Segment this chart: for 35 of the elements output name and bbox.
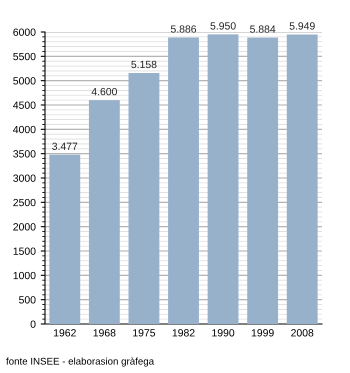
x-tick-label: 1982 — [172, 329, 195, 337]
y-tick-label: 1500 — [14, 248, 36, 255]
x-tick-label: 2008 — [291, 329, 314, 337]
y-tick-label: 3500 — [13, 150, 36, 158]
x-tick-label: 1990 — [212, 329, 234, 337]
bar — [168, 38, 199, 324]
y-tick-label: 500 — [19, 296, 36, 304]
y-tick-label: 0 — [30, 320, 36, 328]
data-label: 5.158 — [131, 60, 157, 68]
y-tick-label: 2000 — [13, 223, 36, 231]
source-note: fonte INSEE - elaborasion gràfega — [6, 357, 154, 367]
bar — [247, 38, 278, 324]
x-tick-label: 1999 — [252, 329, 274, 337]
bar — [88, 100, 120, 324]
data-label: 5.949 — [290, 22, 315, 30]
y-tick-label: 6000 — [13, 28, 36, 36]
bar — [49, 154, 80, 324]
data-label: 3.477 — [52, 142, 78, 150]
y-tick-label: 2500 — [13, 198, 36, 206]
bar — [208, 34, 239, 324]
y-tick-label: 5500 — [13, 52, 36, 60]
y-tick-label: 3000 — [13, 174, 36, 182]
y-tick-label: 4000 — [13, 126, 36, 134]
data-label: 5.886 — [170, 25, 196, 33]
y-tick-label: 4500 — [13, 102, 36, 109]
x-tick-label: 1968 — [94, 329, 116, 337]
bar — [128, 72, 160, 324]
data-label: 5.950 — [210, 22, 236, 30]
bar — [286, 34, 318, 324]
y-tick-label: 1000 — [14, 272, 36, 280]
y-tick-label: 5000 — [13, 77, 36, 85]
x-tick-label: 1962 — [54, 329, 76, 337]
data-label: 5.884 — [250, 25, 276, 33]
x-tick-label: 1975 — [133, 329, 156, 337]
data-label: 4.600 — [92, 88, 117, 96]
